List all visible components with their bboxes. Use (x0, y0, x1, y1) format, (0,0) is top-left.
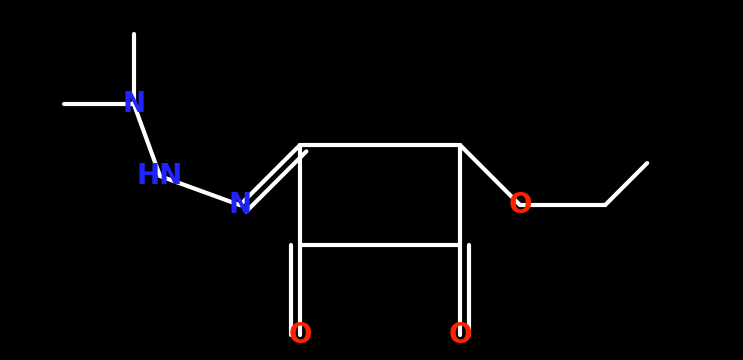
Text: O: O (508, 191, 532, 219)
Text: HN: HN (137, 162, 183, 190)
Text: O: O (448, 321, 472, 349)
Text: N: N (228, 191, 251, 219)
Text: O: O (288, 321, 312, 349)
Text: N: N (123, 90, 146, 118)
